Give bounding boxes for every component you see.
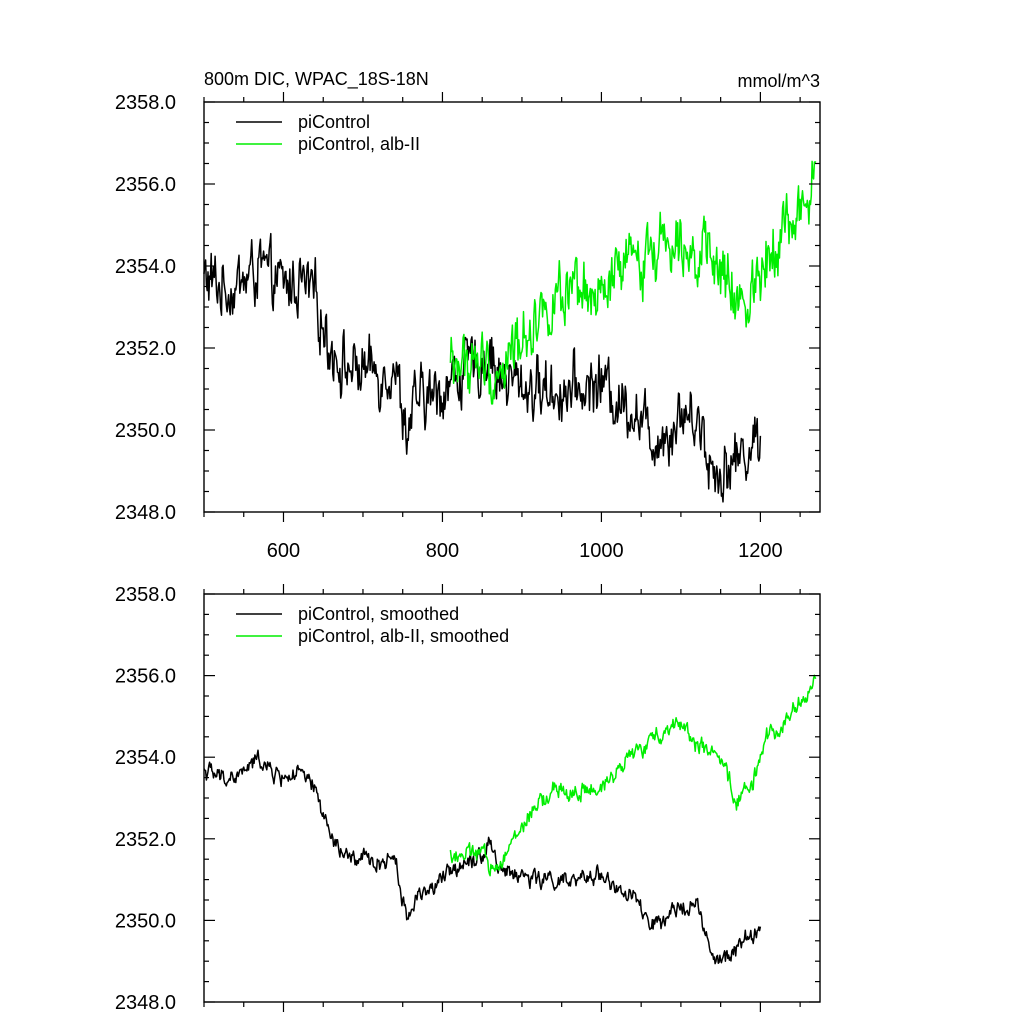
top-series-line-0: [203, 232, 762, 503]
top-series-line-1: [449, 160, 817, 405]
bottom-ytick-label: 2354.0: [115, 747, 176, 769]
figure-title: 800m DIC, WPAC_18S-18N: [204, 69, 429, 90]
bottom-series-line-0: [203, 749, 762, 965]
bottom-panel: 2348.0 2350.0 2352.0 2354.0 2356.0 2358.0 piCo…: [115, 584, 821, 1014]
top-ytick-label: 2348.0: [115, 502, 176, 524]
bottom-ytick-label: 2352.0: [115, 829, 176, 851]
top-legend-label-1: piControl, alb-II: [298, 134, 420, 154]
top-xtick-label: 600: [267, 540, 300, 562]
top-ytick-label: 2354.0: [115, 256, 176, 278]
top-xtick-label: 1200: [738, 540, 783, 562]
top-legend-label-0: piControl: [298, 112, 370, 132]
top-ytick-label: 2350.0: [115, 420, 176, 442]
bottom-legend-label-0: piControl, smoothed: [298, 604, 459, 624]
bottom-ytick-label: 2358.0: [115, 584, 176, 606]
bottom-legend-label-1: piControl, alb-II, smoothed: [298, 626, 509, 646]
top-xtick-label: 1000: [579, 540, 624, 562]
bottom-ytick-label: 2350.0: [115, 910, 176, 932]
bottom-ytick-label: 2356.0: [115, 666, 176, 688]
units-label: mmol/m^3: [738, 71, 820, 91]
top-ytick-label: 2356.0: [115, 174, 176, 196]
bottom-plot-frame: [203, 593, 821, 1003]
top-ytick-label: 2358.0: [115, 92, 176, 114]
bottom-series-line-1: [449, 674, 817, 877]
top-xtick-label: 800: [426, 540, 459, 562]
bottom-ytick-label: 2348.0: [115, 992, 176, 1014]
top-ytick-label: 2352.0: [115, 338, 176, 360]
top-panel: 2348.0 2350.0 2352.0 2354.0 2356.0 2358.0 600 8…: [115, 92, 821, 562]
